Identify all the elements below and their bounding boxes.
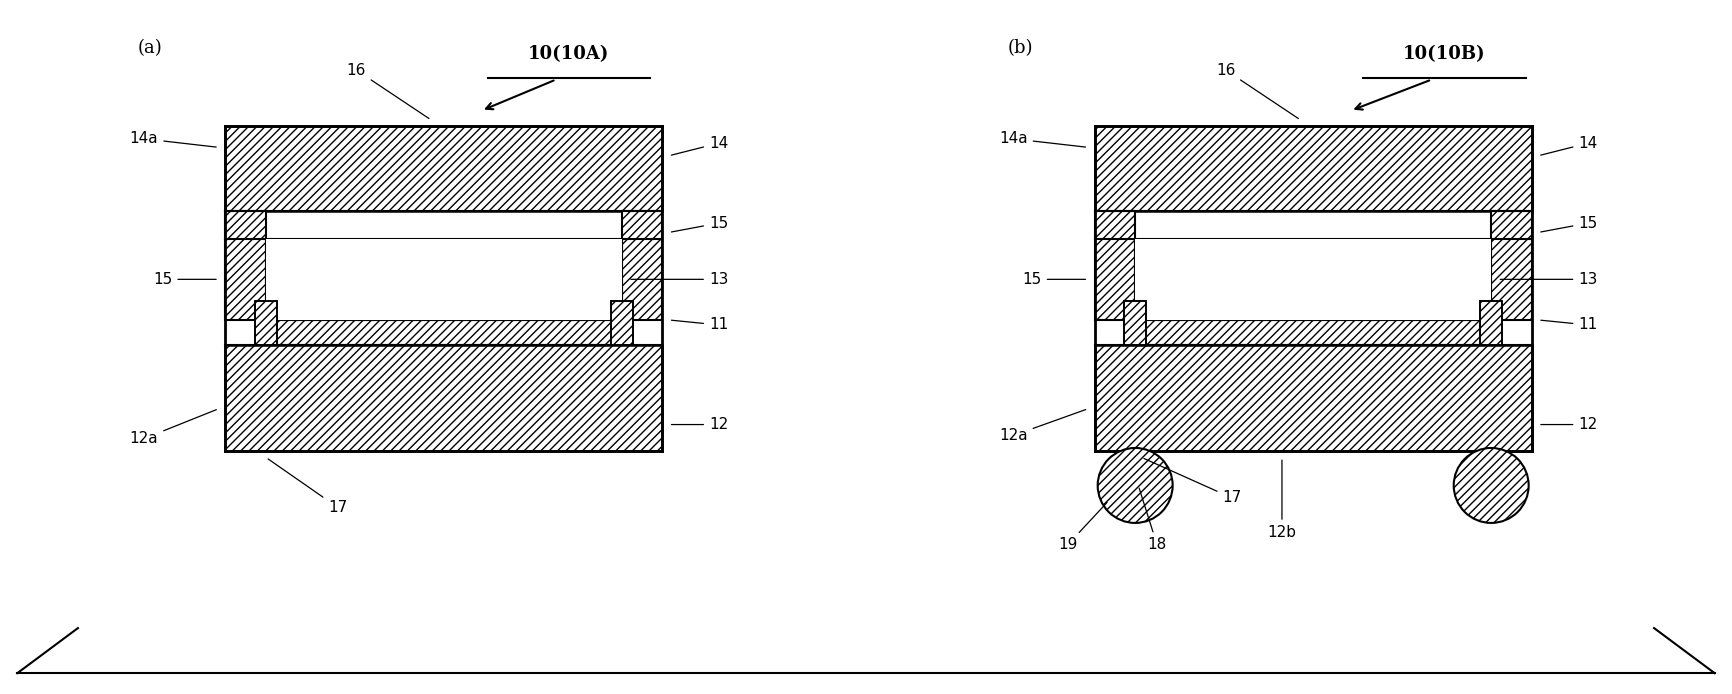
Text: 12b: 12b bbox=[1268, 460, 1297, 540]
Text: 15: 15 bbox=[152, 272, 216, 287]
Text: 14a: 14a bbox=[130, 131, 216, 147]
Text: 16: 16 bbox=[1216, 62, 1299, 119]
Text: (b): (b) bbox=[1006, 39, 1032, 57]
Bar bbox=[1481, 301, 1502, 345]
Text: 12a: 12a bbox=[130, 409, 216, 446]
Bar bbox=[1491, 211, 1531, 320]
Text: 12a: 12a bbox=[999, 409, 1086, 443]
Bar bbox=[225, 211, 265, 320]
Text: 11: 11 bbox=[672, 317, 727, 332]
Text: (a): (a) bbox=[139, 39, 163, 57]
Bar bbox=[225, 345, 662, 451]
Text: 16: 16 bbox=[346, 62, 430, 119]
Bar bbox=[1134, 320, 1491, 345]
Circle shape bbox=[1098, 448, 1173, 523]
Text: 18: 18 bbox=[1140, 488, 1167, 552]
Text: 15: 15 bbox=[1022, 272, 1086, 287]
Bar bbox=[255, 301, 277, 345]
Text: 13: 13 bbox=[630, 272, 729, 287]
Text: 12: 12 bbox=[672, 417, 727, 432]
Circle shape bbox=[1453, 448, 1529, 523]
Bar bbox=[1095, 126, 1531, 211]
Bar bbox=[265, 239, 622, 320]
Bar bbox=[1481, 301, 1502, 345]
Text: 12: 12 bbox=[1541, 417, 1597, 432]
Text: 19: 19 bbox=[1058, 502, 1107, 552]
Text: 17: 17 bbox=[1143, 459, 1242, 505]
Bar bbox=[1124, 301, 1147, 345]
Text: 10(10B): 10(10B) bbox=[1403, 46, 1486, 63]
Text: 10(10A): 10(10A) bbox=[528, 46, 610, 63]
Bar bbox=[255, 301, 277, 345]
Bar bbox=[265, 320, 622, 345]
Text: 11: 11 bbox=[1541, 317, 1597, 332]
Bar bbox=[611, 301, 632, 345]
Bar bbox=[225, 126, 662, 211]
Text: 15: 15 bbox=[672, 216, 727, 232]
Bar bbox=[1095, 345, 1531, 451]
Bar bbox=[1134, 239, 1491, 320]
Bar bbox=[611, 301, 632, 345]
Bar bbox=[1124, 301, 1147, 345]
Text: 14: 14 bbox=[672, 135, 727, 155]
Text: 15: 15 bbox=[1541, 216, 1597, 232]
Bar bbox=[1095, 211, 1134, 320]
Text: 17: 17 bbox=[268, 459, 346, 515]
Text: 14: 14 bbox=[1541, 135, 1597, 155]
Text: 14a: 14a bbox=[999, 131, 1086, 147]
Bar bbox=[622, 211, 662, 320]
Text: 13: 13 bbox=[1500, 272, 1597, 287]
